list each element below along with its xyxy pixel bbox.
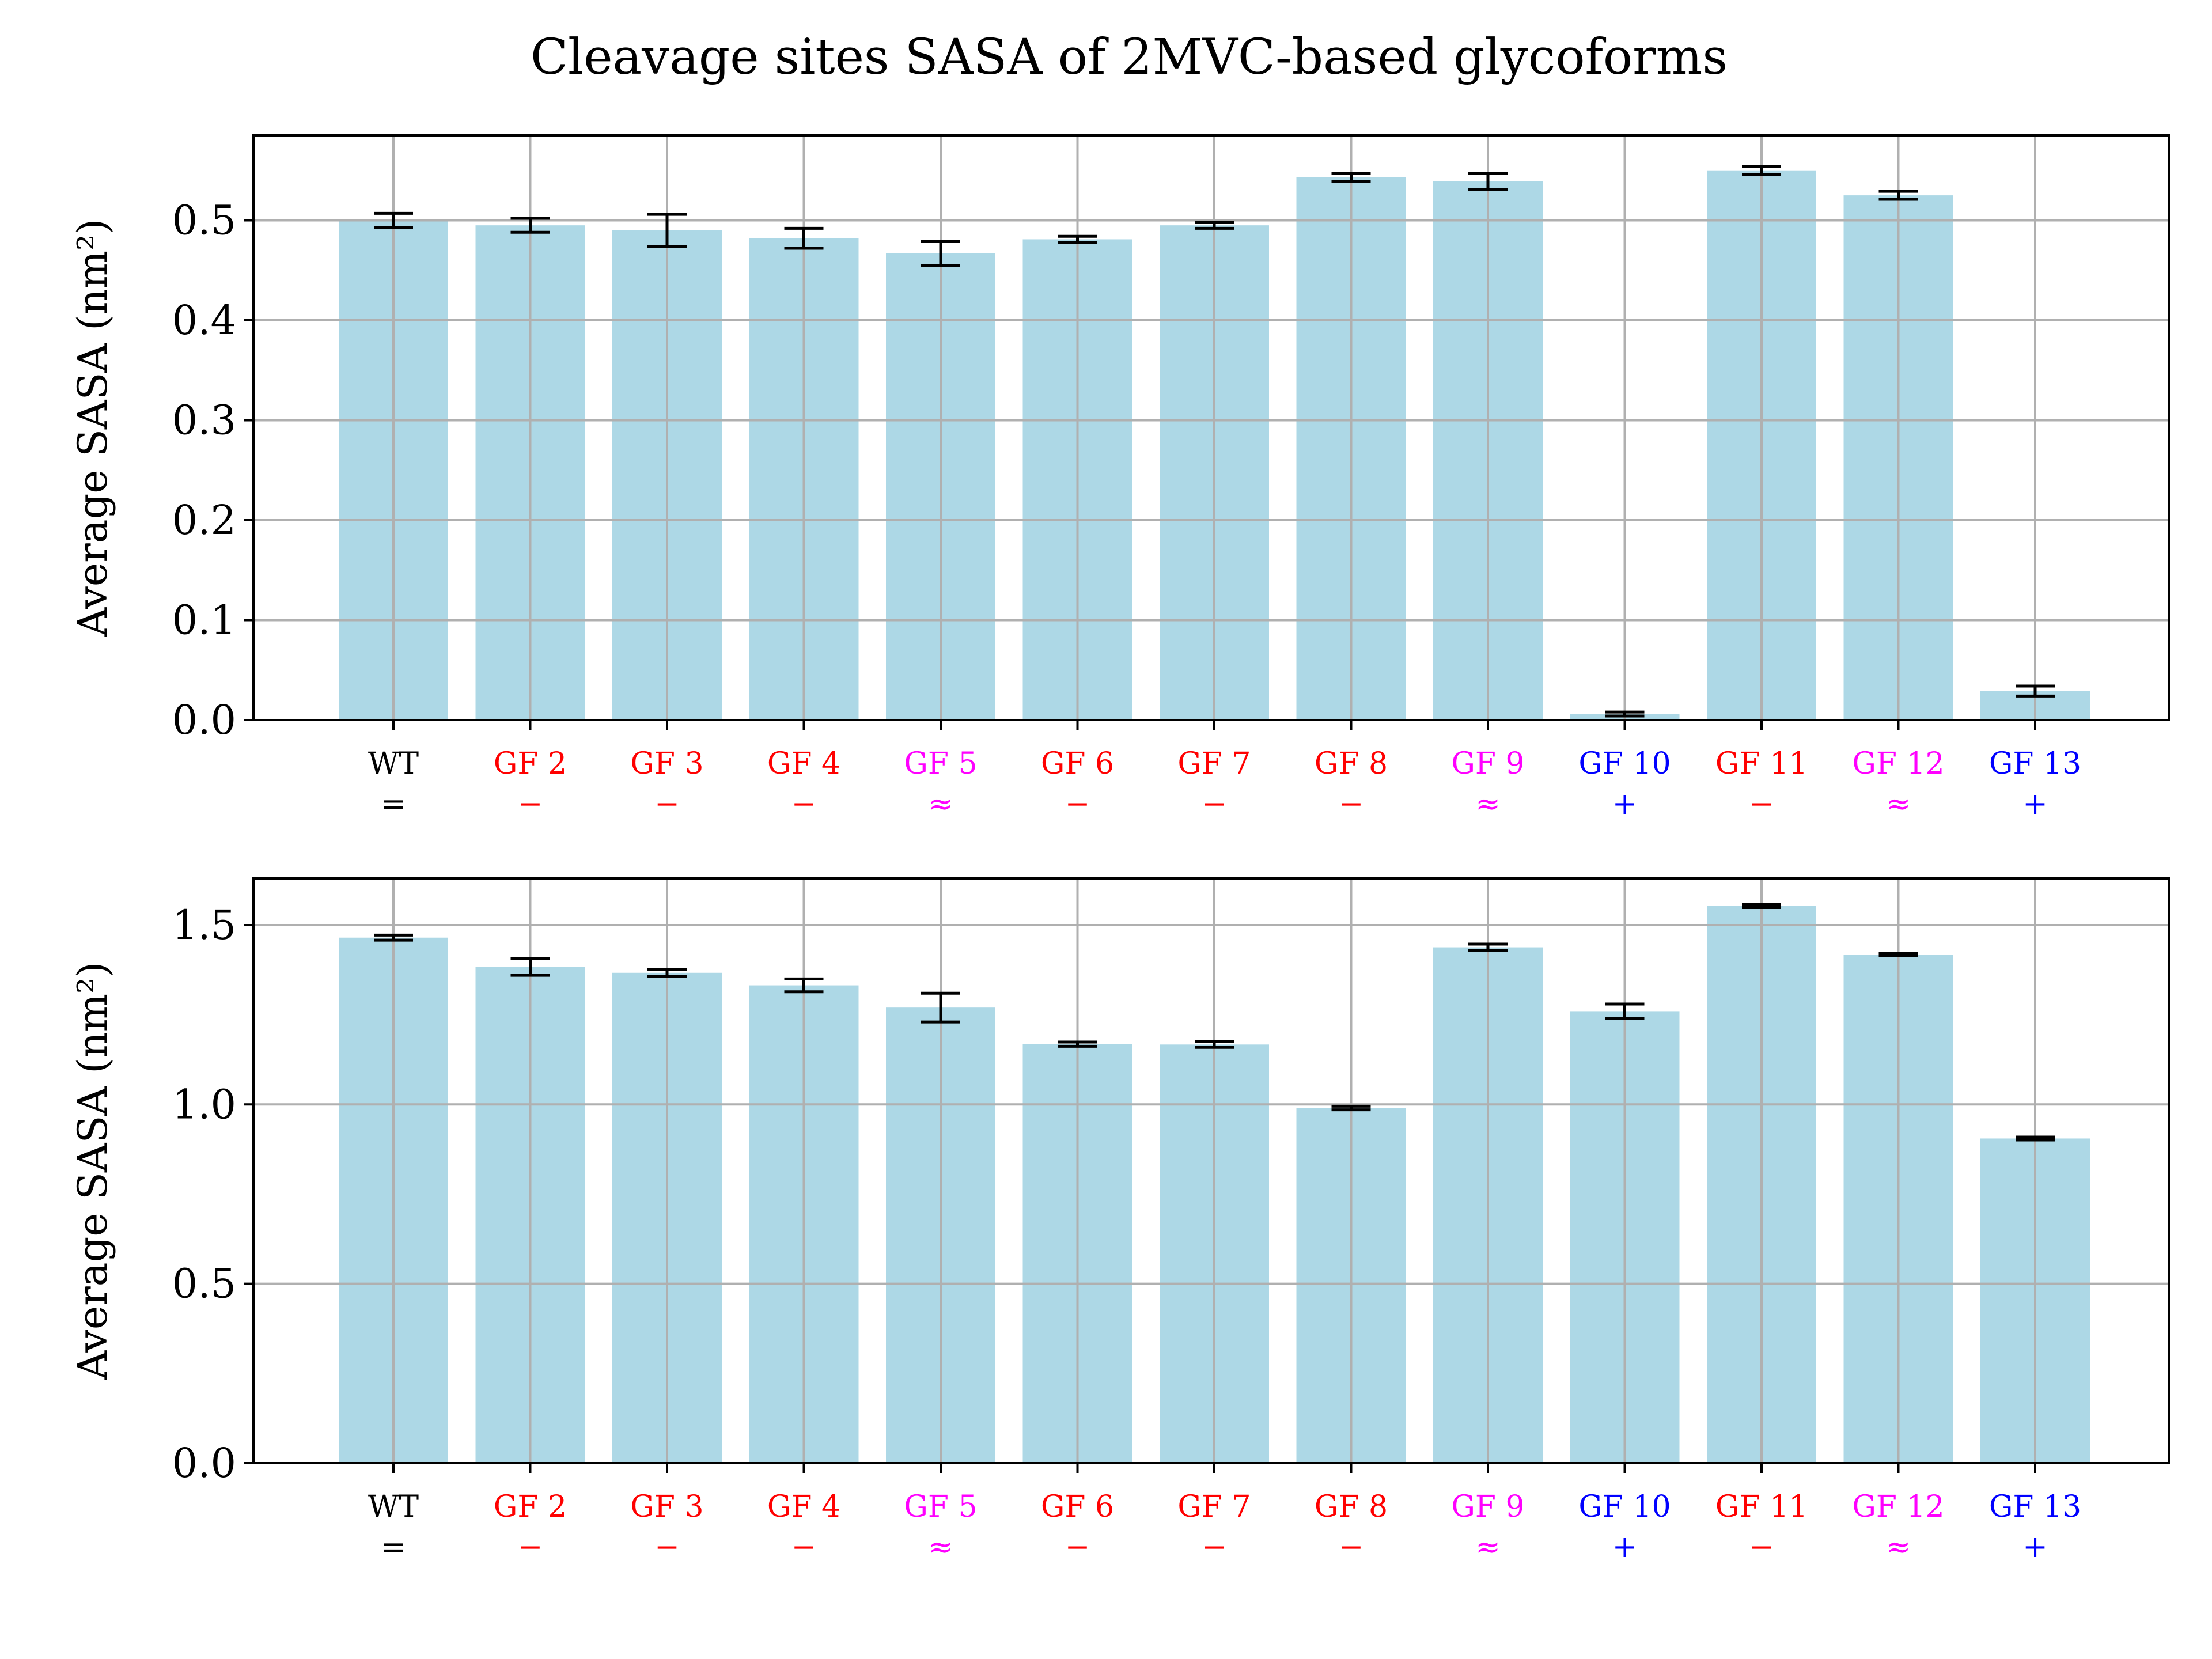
- axes-frame: [252, 134, 2170, 721]
- error-bar-4: [921, 240, 960, 267]
- error-bar-11: [1878, 952, 1918, 957]
- x-tick-label-12: GF 13: [1989, 1490, 2081, 1524]
- x-symbol-1: −: [518, 1530, 543, 1565]
- x-tick-label-5: GF 6: [1041, 747, 1114, 781]
- error-bar-3: [784, 226, 824, 250]
- x-tick-label-9: GF 10: [1578, 1490, 1671, 1524]
- error-bar-5: [1058, 234, 1097, 244]
- x-tick-label-4: GF 5: [904, 1490, 977, 1524]
- error-bar-9: [1605, 710, 1645, 718]
- error-bar-6: [1195, 221, 1234, 230]
- x-tick-label-1: GF 2: [494, 1490, 567, 1524]
- x-symbol-2: −: [654, 787, 680, 821]
- y-tick-label-3: 0.3: [172, 396, 236, 444]
- error-bar-7: [1331, 1104, 1371, 1112]
- x-symbol-1: −: [518, 787, 543, 821]
- error-bar-2: [647, 213, 687, 248]
- x-tick-label-0: WT: [368, 747, 419, 781]
- error-bar-2: [647, 968, 687, 978]
- x-tick-label-11: GF 12: [1852, 747, 1944, 781]
- y-axis-label: Average SASA (nm²): [69, 219, 116, 638]
- x-symbol-11: ≈: [1886, 1530, 1911, 1565]
- y-tick-label-0: 0.0: [172, 1440, 236, 1487]
- x-symbol-5: −: [1065, 787, 1090, 821]
- error-bar-1: [510, 217, 550, 234]
- y-tick-label-2: 0.2: [172, 497, 236, 544]
- x-symbol-0: =: [381, 1530, 406, 1565]
- x-tick-label-11: GF 12: [1852, 1490, 1944, 1524]
- x-tick-label-5: GF 6: [1041, 1490, 1114, 1524]
- x-symbol-9: +: [1612, 787, 1638, 821]
- x-symbol-0: =: [381, 787, 406, 821]
- x-symbol-7: −: [1339, 1530, 1364, 1565]
- x-symbol-4: ≈: [928, 787, 953, 821]
- x-tick-label-7: GF 8: [1315, 747, 1388, 781]
- y-tick-label-5: 0.5: [172, 196, 236, 244]
- error-bar-9: [1605, 1002, 1645, 1020]
- x-symbol-6: −: [1202, 1530, 1227, 1565]
- x-symbol-8: ≈: [1475, 787, 1501, 821]
- error-bar-8: [1468, 172, 1508, 191]
- x-symbol-12: +: [2022, 1530, 2048, 1565]
- x-tick-label-4: GF 5: [904, 747, 977, 781]
- x-symbol-6: −: [1202, 787, 1227, 821]
- x-tick-label-9: GF 10: [1578, 747, 1671, 781]
- error-bar-5: [1058, 1040, 1097, 1048]
- x-tick-label-7: GF 8: [1315, 1490, 1388, 1524]
- bottom-chart-panel: 0.0 0.5 1.0 1.5 WT = GF 2 − GF 3 − GF 4 − GF 5 ≈ GF 6 −…: [69, 877, 2170, 1565]
- x-symbol-5: −: [1065, 1530, 1090, 1565]
- x-tick-label-3: GF 4: [767, 1490, 840, 1524]
- axes-frame: [252, 877, 2170, 1464]
- y-tick-label-4: 0.4: [172, 297, 236, 344]
- x-tick-label-3: GF 4: [767, 747, 840, 781]
- x-tick-label-2: GF 3: [630, 747, 703, 781]
- x-symbol-9: +: [1612, 1530, 1638, 1565]
- error-bar-7: [1331, 172, 1371, 183]
- error-bar-3: [784, 977, 824, 994]
- error-bar-12: [2016, 1135, 2055, 1142]
- error-bar-6: [1195, 1040, 1234, 1049]
- x-tick-label-6: GF 7: [1177, 747, 1251, 781]
- x-tick-label-6: GF 7: [1177, 1490, 1251, 1524]
- error-bar-0: [374, 211, 413, 229]
- figure-title: Cleavage sites SASA of 2MVC-based glycof…: [531, 29, 1728, 86]
- error-bar-0: [374, 933, 413, 942]
- x-symbol-3: −: [791, 787, 817, 821]
- y-tick-label-1: 0.5: [172, 1260, 236, 1308]
- top-chart-panel: 0.0 0.1 0.2 0.3 0.4 0.5 WT = GF 2 − GF 3 − GF 4 − GF 5…: [69, 134, 2170, 821]
- x-symbol-7: −: [1339, 787, 1364, 821]
- x-symbol-4: ≈: [928, 1530, 953, 1565]
- error-bar-8: [1468, 942, 1508, 952]
- y-tick-label-3: 1.5: [172, 902, 236, 949]
- y-tick-label-0: 0.0: [172, 696, 236, 744]
- x-tick-label-8: GF 9: [1451, 747, 1524, 781]
- error-bar-10: [1742, 165, 1781, 176]
- error-bar-4: [921, 991, 960, 1024]
- error-bar-12: [2016, 684, 2055, 698]
- y-axis-label: Average SASA (nm²): [69, 962, 116, 1381]
- x-tick-label-10: GF 11: [1715, 1490, 1808, 1524]
- x-symbol-3: −: [791, 1530, 817, 1565]
- x-tick-label-0: WT: [368, 1490, 419, 1524]
- x-symbol-10: −: [1749, 1530, 1774, 1565]
- error-bar-11: [1878, 190, 1918, 201]
- x-symbol-11: ≈: [1886, 787, 1911, 821]
- error-bar-10: [1742, 903, 1781, 909]
- x-symbol-12: +: [2022, 787, 2048, 821]
- x-tick-label-1: GF 2: [494, 747, 567, 781]
- x-tick-label-10: GF 11: [1715, 747, 1808, 781]
- x-tick-label-8: GF 9: [1451, 1490, 1524, 1524]
- y-tick-label-1: 0.1: [172, 596, 236, 643]
- x-tick-label-2: GF 3: [630, 1490, 703, 1524]
- error-bar-1: [510, 957, 550, 977]
- x-symbol-8: ≈: [1475, 1530, 1501, 1565]
- x-tick-label-12: GF 13: [1989, 747, 2081, 781]
- x-symbol-10: −: [1749, 787, 1774, 821]
- y-tick-label-2: 1.0: [172, 1081, 236, 1128]
- x-symbol-2: −: [654, 1530, 680, 1565]
